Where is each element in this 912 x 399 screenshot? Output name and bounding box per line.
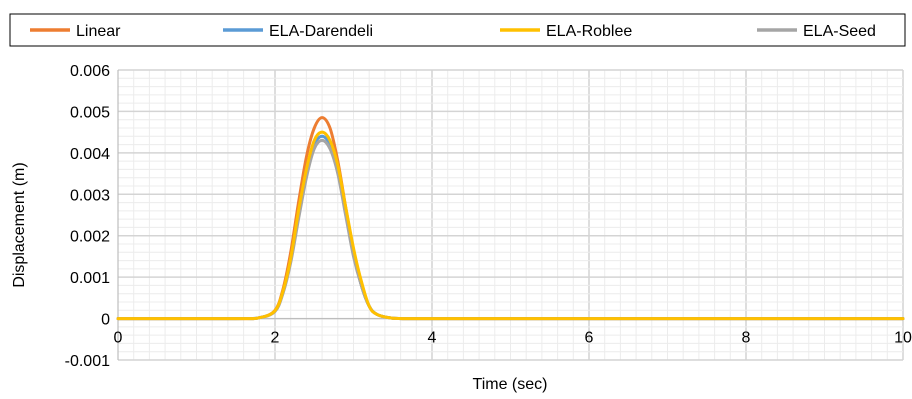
y-tick-label: 0.001 [70, 270, 110, 287]
legend-box [9, 13, 906, 47]
y-tick-label: 0.005 [70, 104, 110, 121]
legend: Linear ELA-Darendeli ELA-Roblee ELA-Seed [9, 13, 906, 47]
x-tick-label: 10 [894, 330, 912, 347]
x-tick-label: 6 [585, 330, 594, 347]
series-line-ela-roblee [116, 130, 905, 321]
x-tick-label: 8 [742, 330, 751, 347]
plot-series [116, 116, 905, 321]
y-tick-label: 0.003 [70, 187, 110, 204]
y-axis-title: Displacement (m) [11, 162, 28, 287]
x-tick-label: 4 [428, 330, 437, 347]
legend-label: ELA-Seed [803, 23, 876, 40]
y-tick-label: 0.004 [70, 146, 110, 163]
legend-label: Linear [76, 23, 121, 40]
x-axis-title: Time (sec) [473, 376, 548, 393]
plot-grid [118, 69, 904, 361]
y-tick-label: -0.001 [65, 353, 110, 370]
y-tick-label: 0.002 [70, 229, 110, 246]
x-tick-label: 0 [114, 330, 123, 347]
y-tick-label: 0 [101, 312, 110, 329]
x-tick-label: 2 [271, 330, 280, 347]
y-tick-label: 0.006 [70, 63, 110, 80]
legend-label: ELA-Roblee [546, 23, 632, 40]
legend-label: ELA-Darendeli [269, 23, 373, 40]
